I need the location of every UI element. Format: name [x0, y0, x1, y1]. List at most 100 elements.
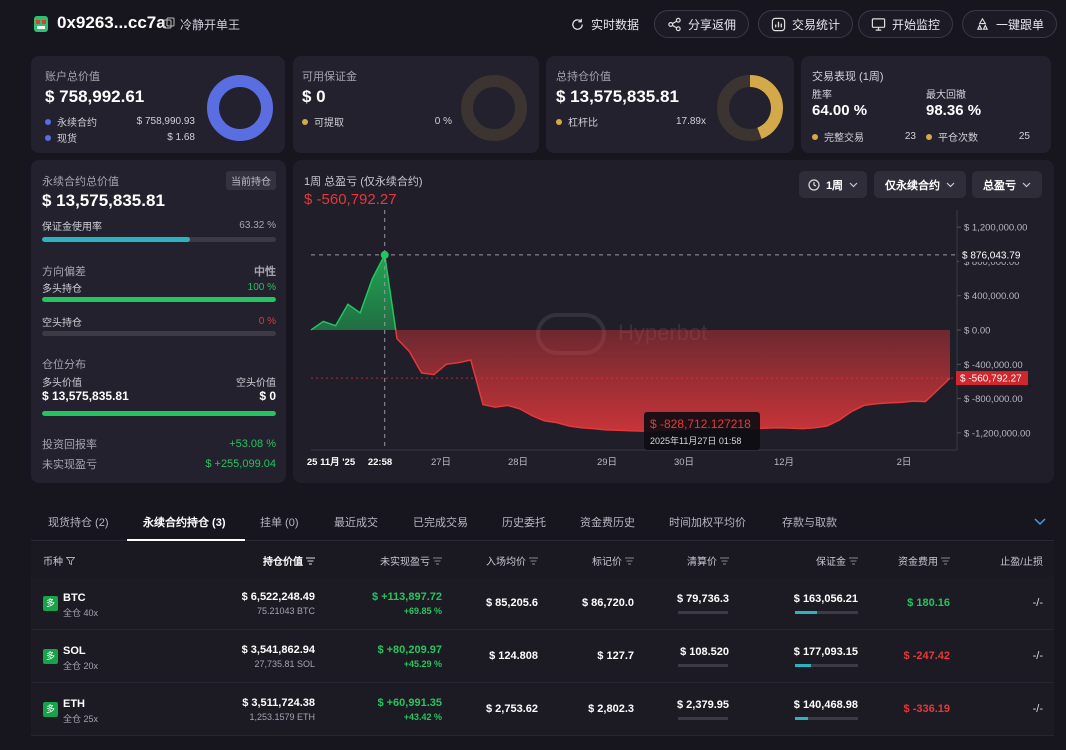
col-position-value[interactable]: 持仓价值	[263, 553, 315, 568]
svg-text:$ -828,712.127218: $ -828,712.127218	[650, 417, 751, 431]
position-value: $ 13,575,835.81	[556, 87, 679, 106]
share-referral-button[interactable]: 分享返佣	[654, 10, 750, 38]
table-row[interactable]: 多 BTC 全仓 40x $ 6,522,248.49 75.21043 BTC $ +1…	[31, 577, 1054, 630]
col-tp-sl: 止盈/止损	[1000, 557, 1043, 568]
monitor-icon	[871, 17, 886, 31]
col-liquidation-price[interactable]: 清算价	[687, 553, 729, 568]
tab-funding-history[interactable]: 资金费历史	[580, 517, 635, 529]
coin-name[interactable]: BTC	[63, 592, 86, 604]
account-donut-chart	[207, 75, 273, 141]
chevron-down-icon[interactable]	[1034, 518, 1046, 526]
account-value: $ 758,992.61	[45, 87, 145, 106]
tab-open-orders[interactable]: 挂单 (0)	[260, 517, 299, 529]
long-side-badge: 多	[43, 702, 58, 717]
distribution-labels-row: 多头价值 空头价值	[42, 378, 276, 389]
col-mark-price[interactable]: 标记价	[592, 553, 634, 568]
active-tab-indicator	[127, 539, 245, 541]
col-coin[interactable]: 币种	[43, 553, 75, 568]
copy-icon[interactable]	[163, 17, 175, 29]
funding-fee: $ -336.19	[903, 703, 950, 715]
liquidation-bar	[678, 664, 728, 667]
col-funding[interactable]: 资金费用	[898, 553, 950, 568]
y-tick-label: $ 0.00	[964, 326, 990, 337]
coin-name[interactable]: ETH	[63, 698, 85, 710]
margin-donut-chart	[461, 75, 527, 141]
table-header: 币种 持仓价值 未实现盈亏 入场均价 标记价 清算价 保证金 资金费用 止盈/止…	[31, 542, 1054, 577]
x-tick-label: 28日	[508, 457, 528, 468]
funding-fee: $ -247.42	[903, 650, 950, 662]
table-row[interactable]: 多 ETH 全仓 25x $ 3,511,724.38 1,253.1579 ETH $ …	[31, 683, 1054, 736]
perp-filter-select[interactable]: 仅永续合约	[874, 171, 966, 198]
liquidation-price: $ 2,379.95	[677, 699, 729, 711]
winrate-label: 胜率	[812, 90, 832, 101]
tab-order-history[interactable]: 历史委托	[502, 517, 546, 529]
margin-value: $ 0	[302, 87, 326, 106]
x-tick-label: 30日	[674, 457, 694, 468]
hover-value-label: $ 876,043.79	[959, 247, 1029, 262]
tp-sl[interactable]: -/-	[1032, 703, 1043, 715]
position-value: $ 3,511,724.38	[242, 697, 315, 709]
tp-sl[interactable]: -/-	[1032, 597, 1043, 609]
tab-twap[interactable]: 时间加权平均价	[669, 517, 746, 529]
liquidation-bar	[678, 717, 728, 720]
filter-icon	[66, 556, 75, 565]
liquidation-bar	[678, 611, 728, 614]
current-position-tag: 当前持仓	[226, 171, 276, 190]
tab-spot-positions[interactable]: 现货持仓 (2)	[48, 517, 109, 529]
unrealized-pnl: $ +113,897.72	[371, 591, 442, 603]
available-margin-card: 可用保证金 $ 0 可提取 0 %	[293, 56, 539, 153]
period-select[interactable]: 1周	[799, 171, 867, 198]
table-row[interactable]: 多 SOL 全仓 20x $ 3,541,862.94 27,735.81 SOL $ +…	[31, 630, 1054, 683]
chevron-down-icon	[849, 182, 858, 187]
withdrawable-row: 可提取 0 %	[302, 114, 452, 129]
x-tick-label: 29日	[597, 457, 617, 468]
performance-card: 交易表现 (1周) 胜率 64.00 % 最大回撤 98.36 % 完整交易 23…	[801, 56, 1051, 153]
perp-value: $ 13,575,835.81	[42, 191, 165, 210]
performance-label: 交易表现 (1周)	[812, 71, 884, 83]
chart-current-value: $ -560,792.27	[304, 191, 397, 208]
distribution-values-row: $ 13,575,835.81 $ 0	[42, 389, 276, 403]
dot-icon	[45, 134, 51, 141]
margin-bar	[795, 664, 858, 667]
position-value: $ 3,541,862.94	[241, 644, 315, 656]
copy-trade-button[interactable]: 一键跟单	[962, 10, 1058, 38]
leverage-donut-chart	[717, 75, 783, 141]
drawdown-value: 98.36 %	[926, 102, 982, 119]
perp-value-label: 永续合约总价值	[42, 176, 119, 188]
realtime-data-button[interactable]: 实时数据	[558, 10, 651, 38]
col-entry-price[interactable]: 入场均价	[486, 553, 538, 568]
y-tick-label: $ -400,000.00	[964, 360, 1023, 371]
stats-icon	[771, 17, 786, 31]
dot-icon	[812, 133, 818, 140]
svg-text:2025年11月27日 01:58: 2025年11月27日 01:58	[650, 435, 741, 446]
leverage-row: 杠杆比 17.89x	[556, 114, 706, 129]
tab-deposits-withdrawals[interactable]: 存款与取款	[782, 517, 837, 529]
position-value-card: 总持仓价值 $ 13,575,835.81 杠杆比 17.89x	[546, 56, 794, 153]
margin-amount: $ 177,093.15	[793, 646, 858, 658]
trade-stats-button[interactable]: 交易统计	[758, 10, 854, 38]
wallet-address: 0x9263...cc7a	[57, 13, 166, 32]
sort-icon	[433, 557, 442, 564]
coin-name[interactable]: SOL	[63, 645, 86, 657]
tab-recent-fills[interactable]: 最近成交	[334, 517, 378, 529]
unrealized-pnl: $ +60,991.35	[377, 697, 442, 709]
y-ticks: $ 1,200,000.00 $ 800,000.00 $ 400,000.00 $ …	[957, 223, 1031, 439]
negative-line	[311, 330, 951, 432]
dot-icon	[302, 118, 308, 125]
distribution-bar	[42, 411, 276, 416]
col-unrealized-pnl[interactable]: 未实现盈亏	[380, 553, 442, 568]
pnl-area-chart[interactable]: Hyperbot $ 1,200,000.00$ 800,000.00$ 400…	[293, 160, 1054, 483]
margin-amount: $ 140,468.98	[793, 699, 858, 711]
tp-sl[interactable]: -/-	[1032, 650, 1043, 662]
x-ticks: 25 11月 '25 22:58 27日 28日 29日 30日 12月 2日	[307, 457, 912, 468]
mark-price: $ 86,720.0	[582, 597, 634, 609]
tab-perp-positions[interactable]: 永续合约持仓 (3)	[143, 517, 226, 529]
refresh-icon	[572, 18, 583, 30]
tab-completed-trades[interactable]: 已完成交易	[413, 517, 468, 529]
x-tick-label: 27日	[431, 457, 451, 468]
share-icon	[668, 17, 681, 31]
x-tick-label: 25 11月 '25	[307, 457, 356, 468]
metric-select[interactable]: 总盈亏	[972, 171, 1042, 198]
start-monitor-button[interactable]: 开始监控	[858, 10, 954, 38]
col-margin[interactable]: 保证金	[816, 553, 858, 568]
